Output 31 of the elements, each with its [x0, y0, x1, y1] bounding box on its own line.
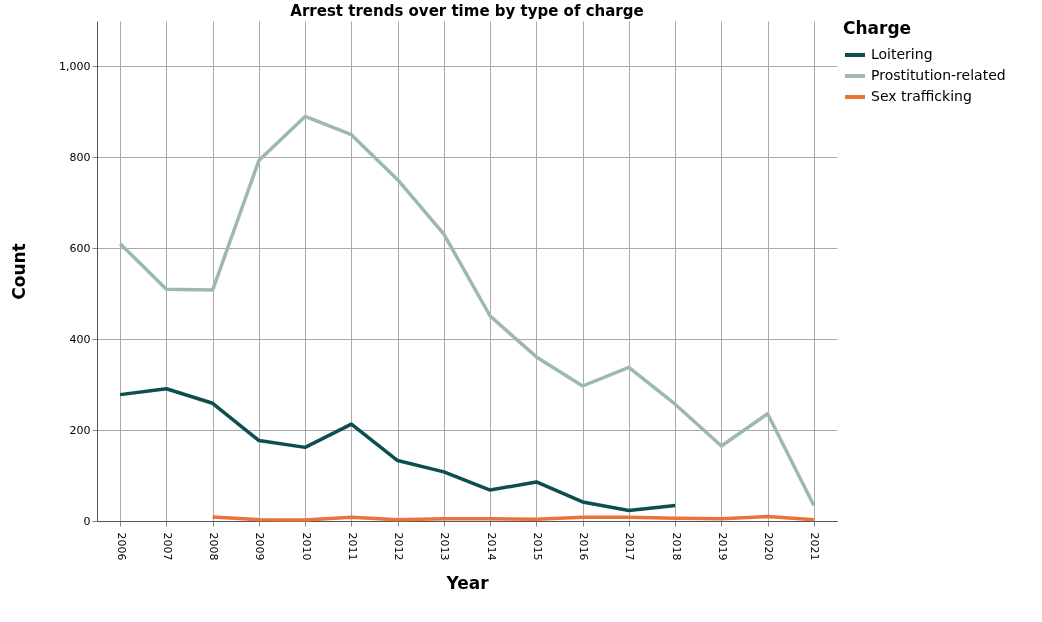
- legend-label: Sex trafficking: [871, 88, 972, 104]
- x-tick-label: 2019: [715, 532, 729, 561]
- x-tick-label: 2008: [207, 532, 221, 561]
- y-tick-label: 1,000: [59, 59, 91, 73]
- x-tick-label: 2021: [808, 532, 822, 561]
- y-tick-label: 200: [69, 423, 91, 437]
- chart-title: Arrest trends over time by type of charge: [290, 2, 644, 20]
- x-tick-label: 2007: [160, 532, 174, 561]
- y-axis-title: Count: [9, 243, 30, 300]
- y-tick-label: 0: [83, 514, 91, 528]
- x-tick-label: 2006: [114, 532, 128, 561]
- x-tick-label: 2015: [530, 532, 544, 561]
- x-tick-label: 2013: [438, 532, 452, 561]
- y-tick-label: 400: [69, 332, 91, 346]
- x-tick-label: 2009: [253, 532, 267, 561]
- y-tick-label: 600: [69, 241, 91, 255]
- x-tick-label: 2020: [762, 532, 776, 561]
- x-tick-label: 2018: [669, 532, 683, 561]
- x-tick-label: 2016: [577, 532, 591, 561]
- y-tick-label: 800: [69, 150, 91, 164]
- x-tick-label: 2017: [623, 532, 637, 561]
- x-tick-label: 2012: [392, 532, 406, 561]
- x-tick-label: 2014: [484, 532, 498, 561]
- x-axis-title: Year: [445, 573, 490, 594]
- legend-label: Prostitution-related: [871, 67, 1006, 83]
- legend-label: Loitering: [871, 46, 933, 62]
- legend-title: Charge: [843, 18, 912, 38]
- x-tick-label: 2010: [299, 532, 313, 561]
- line-series: [118, 114, 816, 508]
- x-tick-label: 2011: [345, 532, 359, 561]
- line-series: [118, 386, 677, 513]
